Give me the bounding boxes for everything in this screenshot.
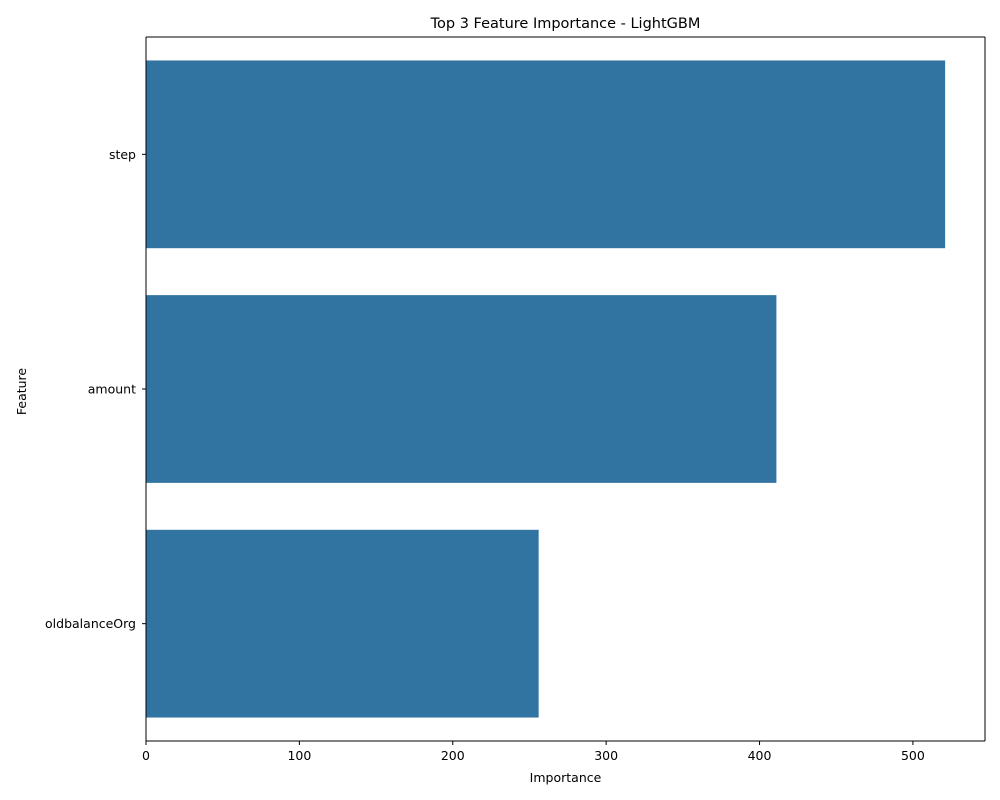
x-tick-label: 0 xyxy=(142,748,150,763)
y-tick-label: oldbalanceOrg xyxy=(45,616,136,631)
x-tick-label: 100 xyxy=(287,748,311,763)
chart-title: Top 3 Feature Importance - LightGBM xyxy=(430,16,701,32)
y-tick-label: step xyxy=(109,147,136,162)
x-axis-label: Importance xyxy=(530,770,602,785)
x-tick-label: 400 xyxy=(748,748,772,763)
x-tick-label: 300 xyxy=(594,748,618,763)
x-tick-label: 500 xyxy=(901,748,925,763)
y-axis-ticks: step amount oldbalanceOrg xyxy=(45,147,146,631)
bar-oldbalanceOrg xyxy=(146,529,539,718)
bar-step xyxy=(146,60,946,249)
bar-group xyxy=(146,60,946,718)
x-axis-ticks: 0 100 200 300 400 500 xyxy=(142,741,925,763)
bar-amount xyxy=(146,295,777,483)
y-tick-label: amount xyxy=(88,382,136,397)
y-axis-label: Feature xyxy=(14,368,29,416)
axes-frame xyxy=(145,36,986,742)
x-tick-label: 200 xyxy=(441,748,465,763)
